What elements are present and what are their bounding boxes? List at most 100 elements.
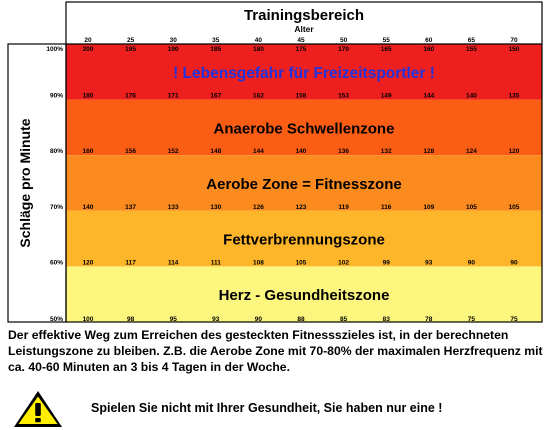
data-value-label: 176 [125,93,136,100]
y-tick-label: 70% [50,204,63,211]
x-tick-label: 40 [255,37,263,44]
zone-band [66,99,542,156]
x-tick-label: 30 [170,37,178,44]
x-tick-label: 45 [297,37,305,44]
zones-layer [66,44,542,322]
zone-label: Aerobe Zone = Fitnesszone [206,176,401,193]
data-value-label: 180 [253,46,264,53]
data-value-label: 100 [83,316,94,323]
y-tick-label: 90% [50,93,63,100]
y-tick-label: 60% [50,259,63,266]
data-value-label: 119 [338,204,349,211]
data-value-label: 83 [383,316,391,323]
data-value-label: 140 [466,93,477,100]
data-value-label: 78 [425,316,433,323]
data-value-label: 90 [468,259,476,266]
x-tick-label: 65 [468,37,476,44]
data-value-label: 180 [83,93,94,100]
data-value-label: 135 [509,93,520,100]
data-value-label: 126 [253,204,264,211]
x-axis-label: Alter [294,24,314,34]
x-tick-label: 20 [84,37,92,44]
zone-band [66,155,542,211]
data-value-label: 90 [510,259,518,266]
zone-band [66,266,542,322]
data-value-label: 140 [296,148,307,155]
data-value-label: 120 [83,259,94,266]
data-value-label: 160 [423,46,434,53]
zone-label: Fettverbrennungszone [223,232,385,249]
data-value-label: 128 [423,148,434,155]
warning-text: Spielen Sie nicht mit Ihrer Gesundheit, … [91,401,443,415]
data-value-label: 109 [423,204,434,211]
data-value-label: 88 [297,316,305,323]
zone-band [66,210,542,267]
data-value-label: 171 [168,93,179,100]
data-value-label: 150 [509,46,520,53]
y-tick-label: 50% [50,316,63,323]
data-value-label: 98 [127,316,135,323]
data-value-label: 99 [383,259,391,266]
data-value-label: 200 [83,46,94,53]
data-value-label: 90 [255,316,263,323]
zone-label: Anaerobe Schwellenzone [214,120,395,137]
zone-band [66,44,542,100]
x-tick-label: 25 [127,37,135,44]
chart-title: Trainingsbereich [244,7,364,24]
data-value-label: 144 [423,93,434,100]
data-value-label: 120 [509,148,520,155]
warning-banner: Spielen Sie nicht mit Ihrer Gesundheit, … [0,384,550,430]
data-value-label: 149 [381,93,392,100]
data-value-label: 140 [83,204,94,211]
data-value-label: 93 [425,259,433,266]
x-tick-label: 60 [425,37,433,44]
data-value-label: 144 [253,148,264,155]
data-value-label: 130 [210,204,221,211]
x-tick-label: 50 [340,37,348,44]
data-value-label: 167 [210,93,221,100]
data-value-label: 160 [83,148,94,155]
data-value-label: 190 [168,46,179,53]
data-value-label: 116 [381,204,392,211]
data-value-label: 132 [381,148,392,155]
data-value-label: 175 [296,46,307,53]
data-value-label: 108 [253,259,264,266]
data-value-label: 155 [466,46,477,53]
data-value-label: 185 [210,46,221,53]
zone-label: ! Lebensgefahr für Freizeitsportler ! [173,65,435,82]
y-tick-label: 100% [46,46,63,53]
frame-layer [7,1,543,323]
text-layer: ! Lebensgefahr für Freizeitsportler ! Ana… [17,7,520,323]
training-zone-chart: ! Lebensgefahr für Freizeitsportler ! Ana… [7,1,543,323]
data-value-label: 170 [338,46,349,53]
data-value-label: 152 [168,148,179,155]
data-value-label: 95 [170,316,178,323]
data-value-label: 117 [125,259,136,266]
description-text: Der effektive Weg zum Erreichen des gest… [8,328,543,374]
data-value-label: 85 [340,316,348,323]
data-value-label: 111 [211,259,222,266]
data-value-label: 136 [338,148,349,155]
data-value-label: 75 [468,316,476,323]
data-value-label: 133 [168,204,179,211]
data-value-label: 105 [296,259,307,266]
data-value-label: 148 [210,148,221,155]
x-tick-label: 35 [212,37,220,44]
data-value-label: 195 [125,46,136,53]
data-value-label: 156 [125,148,136,155]
data-value-label: 137 [125,204,136,211]
x-tick-label: 55 [383,37,391,44]
data-value-label: 165 [381,46,392,53]
y-tick-label: 80% [50,148,63,155]
x-tick-label: 70 [510,37,518,44]
data-value-label: 114 [168,259,179,266]
data-value-label: 105 [509,204,520,211]
data-value-label: 93 [212,316,220,323]
warning-triangle-icon [14,391,62,427]
data-value-label: 153 [338,93,349,100]
y-axis-frame [7,43,67,323]
data-value-label: 124 [466,148,477,155]
data-value-label: 123 [296,204,307,211]
data-value-label: 105 [466,204,477,211]
data-value-label: 158 [296,93,307,100]
